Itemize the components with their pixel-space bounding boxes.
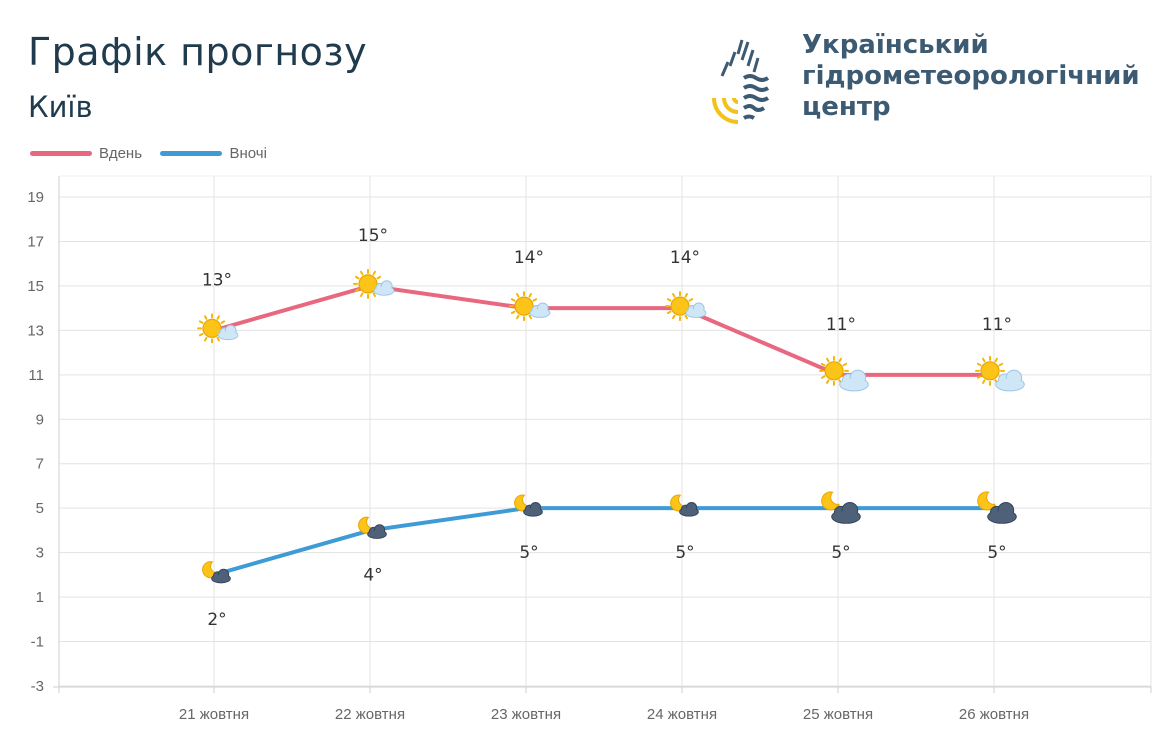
night-weather-icon	[358, 516, 387, 539]
city-subtitle: Київ	[28, 90, 93, 124]
day-temp-label: 14°	[670, 248, 700, 268]
legend-item-night[interactable]: Вночі	[160, 145, 267, 162]
y-tick-label: 5	[36, 500, 44, 517]
day-weather-icon	[509, 291, 551, 322]
day-temp-label: 11°	[826, 315, 856, 335]
night-temp-label: 2°	[207, 610, 226, 630]
night-series-line	[213, 506, 994, 577]
series	[211, 282, 997, 578]
y-tick-label: 11	[28, 367, 44, 384]
legend-swatch-day	[30, 151, 92, 156]
legend-label-day: Вдень	[99, 145, 143, 162]
x-tick-label: 26 жовтня	[959, 706, 1029, 723]
night-temp-label: 4°	[363, 565, 382, 585]
y-tick-label: 1	[36, 589, 44, 606]
x-tick-label: 22 жовтня	[335, 706, 405, 723]
day-temp-label: 11°	[982, 315, 1012, 335]
night-weather-icon	[514, 494, 543, 517]
day-weather-icon	[819, 355, 869, 392]
weather-icons	[197, 268, 1025, 584]
night-weather-icon	[821, 491, 861, 524]
day-weather-icon	[975, 355, 1025, 392]
legend-item-day[interactable]: Вдень	[30, 145, 142, 162]
logo-line-1: Український	[802, 30, 989, 60]
day-temp-label: 14°	[514, 248, 544, 268]
y-tick-label: 9	[36, 411, 44, 428]
x-tick-label: 24 жовтня	[647, 706, 717, 723]
page-title: Графік прогнозу	[28, 30, 368, 74]
day-weather-icon	[665, 291, 707, 322]
y-tick-label: -3	[31, 678, 44, 695]
day-temp-label: 15°	[358, 226, 388, 246]
y-tick-label: 3	[36, 545, 44, 562]
night-temp-label: 5°	[519, 543, 538, 563]
y-tick-label: 19	[27, 189, 44, 206]
data-labels: 13° 15° 14° 14° 11° 11° 2° 4° 5° 5° 5° 5°	[202, 226, 1012, 630]
y-tick-label: 15	[27, 278, 44, 295]
y-tick-label: 7	[36, 456, 44, 473]
drop-logo-icon	[712, 32, 773, 125]
y-tick-label: 13	[27, 322, 44, 339]
day-weather-icon	[197, 313, 239, 344]
x-tick-label: 23 жовтня	[491, 706, 561, 723]
night-weather-icon	[977, 491, 1017, 524]
legend-swatch-night	[160, 151, 223, 156]
logo-text: Український гідрометеорологічний центр	[802, 30, 1140, 123]
logo: Український гідрометеорологічний центр	[708, 30, 1148, 130]
logo-line-2: гідрометеорологічний	[802, 61, 1140, 91]
logo-line-3: центр	[802, 92, 891, 122]
night-weather-icon	[202, 561, 231, 584]
day-weather-icon	[353, 268, 395, 299]
night-temp-label: 5°	[831, 543, 850, 563]
axes: 19 17 15 13 11 9 7 5 3 1 -1 -3 21 жовтня 22 жовтня 23 …	[27, 176, 1152, 723]
chart-legend: Вдень Вночі	[30, 143, 281, 163]
y-tick-label: -1	[31, 634, 44, 651]
legend-label-night: Вночі	[229, 145, 267, 162]
x-tick-label: 21 жовтня	[179, 706, 249, 723]
night-temp-label: 5°	[987, 543, 1006, 563]
night-temp-label: 5°	[675, 543, 694, 563]
day-temp-label: 13°	[202, 270, 232, 290]
y-tick-label: 17	[27, 233, 44, 250]
x-tick-label: 25 жовтня	[803, 706, 873, 723]
night-weather-icon	[670, 494, 699, 517]
